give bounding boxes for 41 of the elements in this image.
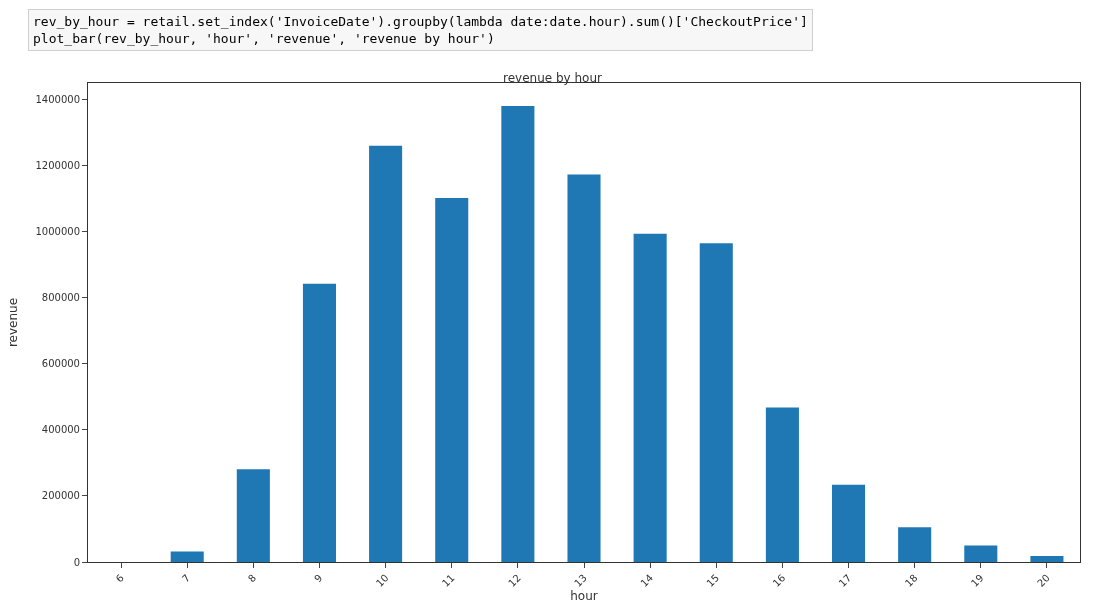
x-tick-label: 19: [968, 572, 986, 589]
y-axis-title: revenue: [5, 297, 20, 348]
x-tick-label: 14: [638, 572, 656, 589]
bar: [302, 283, 336, 562]
x-tick-label: 13: [572, 572, 589, 589]
y-tick-label: 800000: [41, 292, 80, 304]
x-tick-label: 10: [373, 572, 391, 589]
y-tick-label: 1400000: [35, 94, 80, 106]
x-tick-label: 15: [704, 572, 722, 589]
y-tick-label: 1200000: [35, 160, 80, 172]
x-tick-label: 6: [113, 572, 127, 585]
bar: [898, 527, 932, 562]
chart-title: revenue by hour: [503, 71, 603, 86]
x-tick-label: 16: [770, 572, 788, 589]
x-tick-label: 9: [312, 572, 325, 585]
bar: [501, 106, 535, 562]
y-tick-label: 400000: [41, 424, 80, 436]
text: rev_by_hour = retail.set_index('InvoiceDate').groupby(lambda date:date.hour).sum()['CheckoutPrice'] plot_bar(rev_by_hour, 'hour', 'revenue', 'revenue by hour'): [33, 14, 808, 46]
y-tick-label: 1000000: [35, 226, 80, 238]
x-tick-label: 7: [179, 572, 193, 585]
bar: [567, 174, 601, 562]
bar: [633, 233, 667, 562]
x-tick-label: 8: [245, 572, 259, 585]
bar: [699, 243, 733, 562]
bar: [170, 551, 204, 562]
y-tick-label: 0: [73, 556, 80, 568]
x-tick-label: 11: [439, 572, 457, 589]
bar: [1030, 556, 1064, 562]
x-axis-title: hour: [570, 588, 598, 603]
bar: [832, 484, 866, 562]
y-tick-label: 600000: [41, 358, 80, 370]
x-tick-label: 12: [506, 572, 523, 589]
x-tick-label: 17: [836, 572, 854, 589]
bar: [964, 545, 998, 562]
x-tick-label: 20: [1035, 572, 1052, 589]
bar: [236, 469, 270, 562]
x-tick-label: 18: [902, 572, 920, 589]
bar: [435, 197, 469, 562]
bar: [369, 145, 403, 562]
y-tick-label: 200000: [41, 490, 80, 502]
bar: [765, 407, 799, 562]
